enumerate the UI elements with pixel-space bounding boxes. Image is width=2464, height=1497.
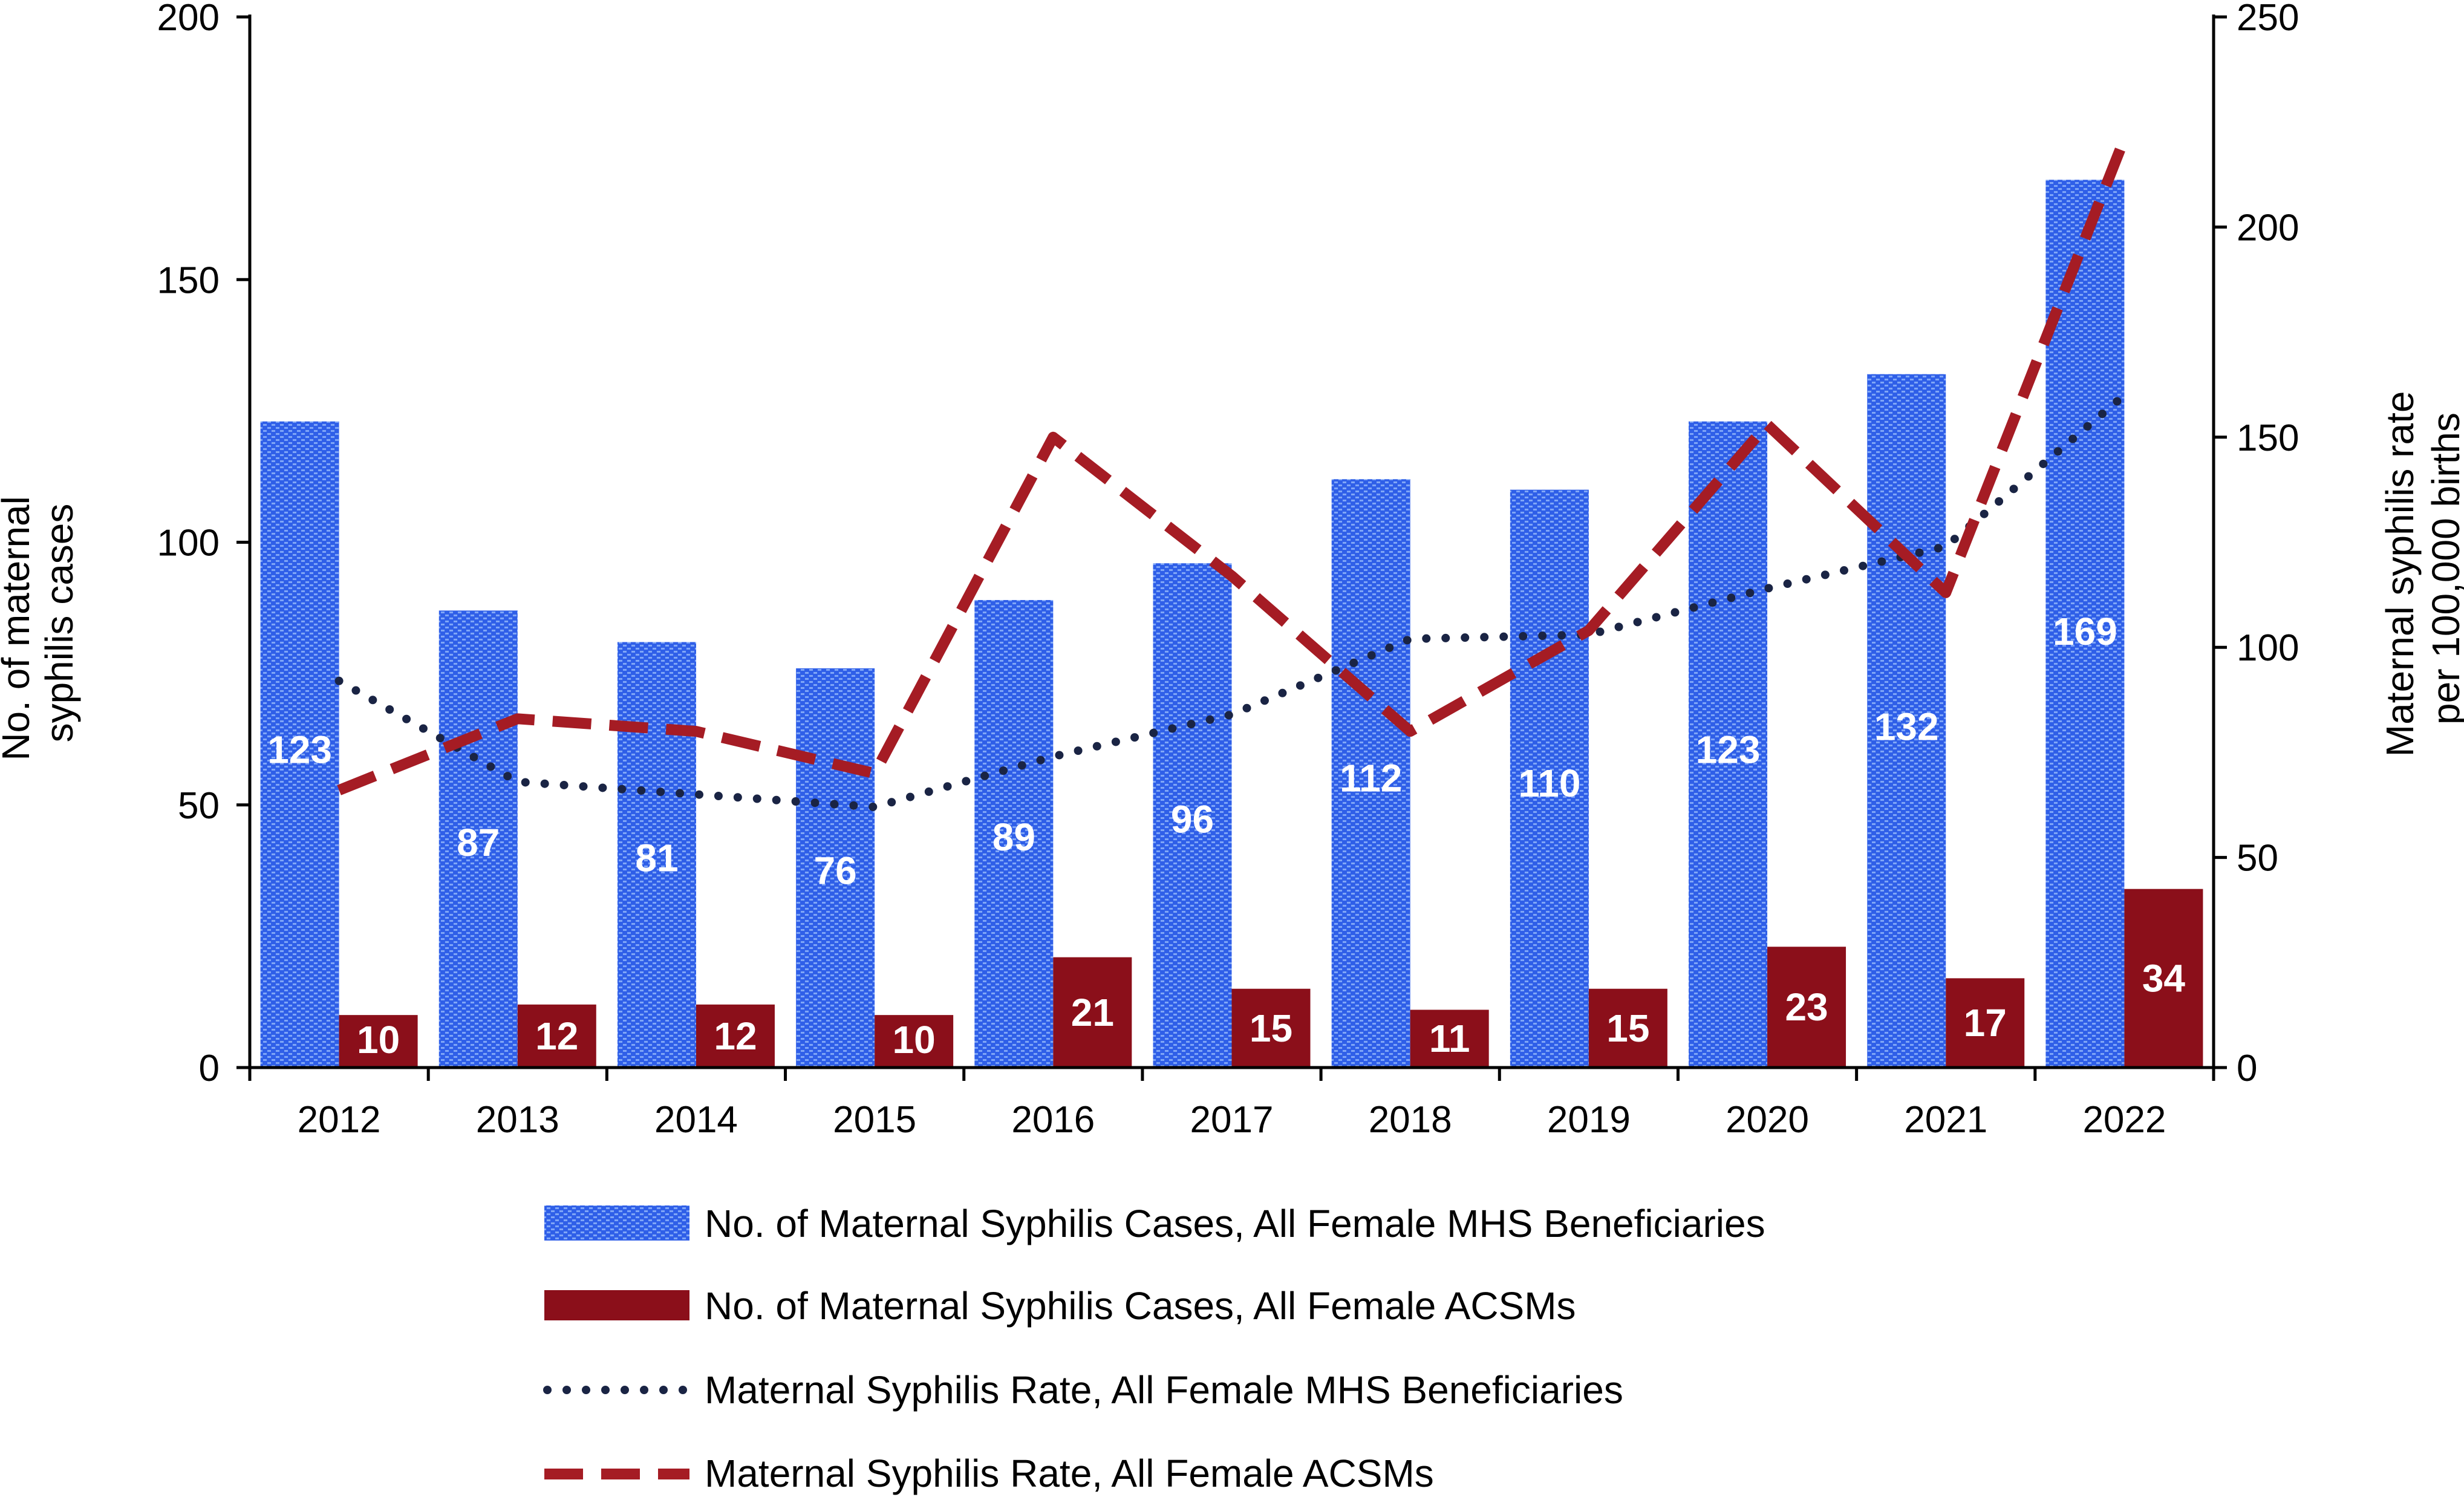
- x-tick-label-2020: 2020: [1726, 1099, 1809, 1141]
- bar-label-acsm-2013: 12: [535, 1014, 578, 1058]
- bar-label-mhs-2018: 112: [1340, 756, 1402, 800]
- rate-line-acsm: [337, 137, 2130, 795]
- left-tick-label-0: 0: [199, 1048, 220, 1089]
- bar-mhs-2018: [1331, 479, 1410, 1068]
- bar-mhs-2022: [2045, 180, 2125, 1068]
- bar-acsm-2012: [339, 1015, 418, 1068]
- bar-data-labels: 123 10 87 12 81 12 76 10 89 21 96 15 112 11 110 15 123 23…: [267, 610, 2185, 1062]
- legend: No. of Maternal Syphilis Cases, All Fema…: [543, 1202, 1765, 1495]
- right-tick-label-200: 200: [2237, 207, 2299, 249]
- legend-swatch-acsm-cases: [544, 1290, 689, 1320]
- legend-label-mhs-rate: Maternal Syphilis Rate, All Female MHS B…: [705, 1368, 1623, 1412]
- bar-label-mhs-2020: 123: [1696, 728, 1761, 772]
- left-axis-title: No. of maternal syphilis cases: [0, 485, 81, 760]
- bar-label-acsm-2020: 23: [1785, 985, 1828, 1029]
- bar-mhs-2019: [1510, 489, 1589, 1068]
- bar-label-mhs-2022: 169: [2053, 610, 2117, 653]
- x-tick-label-2021: 2021: [1904, 1099, 1987, 1141]
- right-tick-label-150: 150: [2237, 417, 2299, 459]
- bar-acsm-2021: [1946, 978, 2025, 1068]
- bar-label-mhs-2015: 76: [814, 849, 857, 893]
- x-tick-label-2019: 2019: [1547, 1099, 1631, 1141]
- bar-label-mhs-2017: 96: [1171, 797, 1214, 841]
- x-tick-label-2017: 2017: [1190, 1099, 1274, 1141]
- bar-acsm-2022: [2124, 889, 2203, 1068]
- bar-label-mhs-2012: 123: [267, 728, 332, 772]
- bar-label-acsm-2017: 15: [1250, 1006, 1292, 1050]
- bar-acsm-2015: [875, 1015, 954, 1068]
- right-axis-title: Maternal syphilis rate per 100,000 birth…: [2378, 380, 2464, 757]
- left-tick-label-50: 50: [178, 785, 220, 827]
- legend-label-acsm-cases: No. of Maternal Syphilis Cases, All Fema…: [705, 1284, 1576, 1328]
- axes: 0 50 100 150 200 0 50 100 150 200 250 2012 2013 2014 2…: [157, 0, 2299, 1141]
- right-tick-label-100: 100: [2237, 627, 2299, 669]
- x-tick-label-2016: 2016: [1011, 1099, 1095, 1141]
- rate-lines: [334, 137, 2130, 812]
- bar-label-acsm-2016: 21: [1071, 991, 1114, 1034]
- bar-acsm-2020: [1767, 947, 1846, 1068]
- bar-label-mhs-2021: 132: [1874, 705, 1939, 748]
- bar-mhs-2016: [974, 600, 1054, 1068]
- bar-mhs-2012: [260, 421, 339, 1068]
- bar-mhs-2014: [617, 642, 696, 1068]
- right-tick-label-50: 50: [2237, 838, 2278, 879]
- left-tick-label-100: 100: [157, 523, 220, 564]
- x-tick-label-2014: 2014: [654, 1099, 738, 1141]
- legend-item-acsm-cases: No. of Maternal Syphilis Cases, All Fema…: [544, 1284, 1576, 1328]
- bar-label-acsm-2018: 11: [1429, 1017, 1470, 1060]
- bar-label-acsm-2022: 34: [2142, 956, 2186, 1000]
- right-tick-label-250: 250: [2237, 0, 2299, 39]
- rate-line-mhs: [334, 391, 2129, 812]
- legend-item-acsm-rate: Maternal Syphilis Rate, All Female ACSMs: [544, 1452, 1434, 1495]
- bar-label-mhs-2013: 87: [457, 821, 500, 864]
- bar-mhs-2020: [1689, 421, 1768, 1068]
- bar-mhs-2015: [796, 668, 875, 1068]
- bar-label-mhs-2014: 81: [635, 836, 678, 879]
- bar-acsm-2013: [517, 1004, 596, 1068]
- bar-label-acsm-2019: 15: [1606, 1006, 1649, 1050]
- legend-label-acsm-rate: Maternal Syphilis Rate, All Female ACSMs: [705, 1452, 1434, 1495]
- bar-label-acsm-2015: 10: [893, 1018, 936, 1062]
- x-tick-label-2018: 2018: [1369, 1099, 1452, 1141]
- bar-label-acsm-2021: 17: [1964, 1001, 2007, 1045]
- x-tick-label-2022: 2022: [2082, 1099, 2166, 1141]
- bars-mhs-cases: [260, 180, 2125, 1068]
- legend-label-mhs-cases: No. of Maternal Syphilis Cases, All Fema…: [705, 1202, 1765, 1245]
- x-tick-label-2012: 2012: [298, 1099, 381, 1141]
- x-tick-label-2013: 2013: [476, 1099, 559, 1141]
- left-tick-label-200: 200: [157, 0, 220, 39]
- bar-mhs-2017: [1153, 563, 1232, 1068]
- bar-label-mhs-2019: 110: [1518, 762, 1580, 805]
- left-tick-label-150: 150: [157, 259, 220, 301]
- legend-item-mhs-cases: No. of Maternal Syphilis Cases, All Fema…: [544, 1202, 1765, 1245]
- bars-acsm-cases: [339, 889, 2203, 1068]
- right-tick-label-0: 0: [2237, 1048, 2257, 1089]
- legend-item-mhs-rate: Maternal Syphilis Rate, All Female MHS B…: [543, 1368, 1623, 1412]
- bar-label-acsm-2012: 10: [357, 1018, 400, 1062]
- bar-acsm-2019: [1588, 988, 1667, 1068]
- bar-mhs-2013: [438, 610, 518, 1068]
- bar-acsm-2018: [1410, 1009, 1489, 1068]
- legend-swatch-mhs-cases: [544, 1205, 689, 1241]
- bar-mhs-2021: [1867, 374, 1946, 1068]
- x-tick-label-2015: 2015: [833, 1099, 916, 1141]
- bar-label-mhs-2016: 89: [992, 815, 1035, 859]
- bar-acsm-2016: [1053, 957, 1132, 1068]
- bar-label-acsm-2014: 12: [714, 1014, 757, 1058]
- bar-acsm-2014: [696, 1004, 775, 1068]
- bar-acsm-2017: [1231, 988, 1311, 1068]
